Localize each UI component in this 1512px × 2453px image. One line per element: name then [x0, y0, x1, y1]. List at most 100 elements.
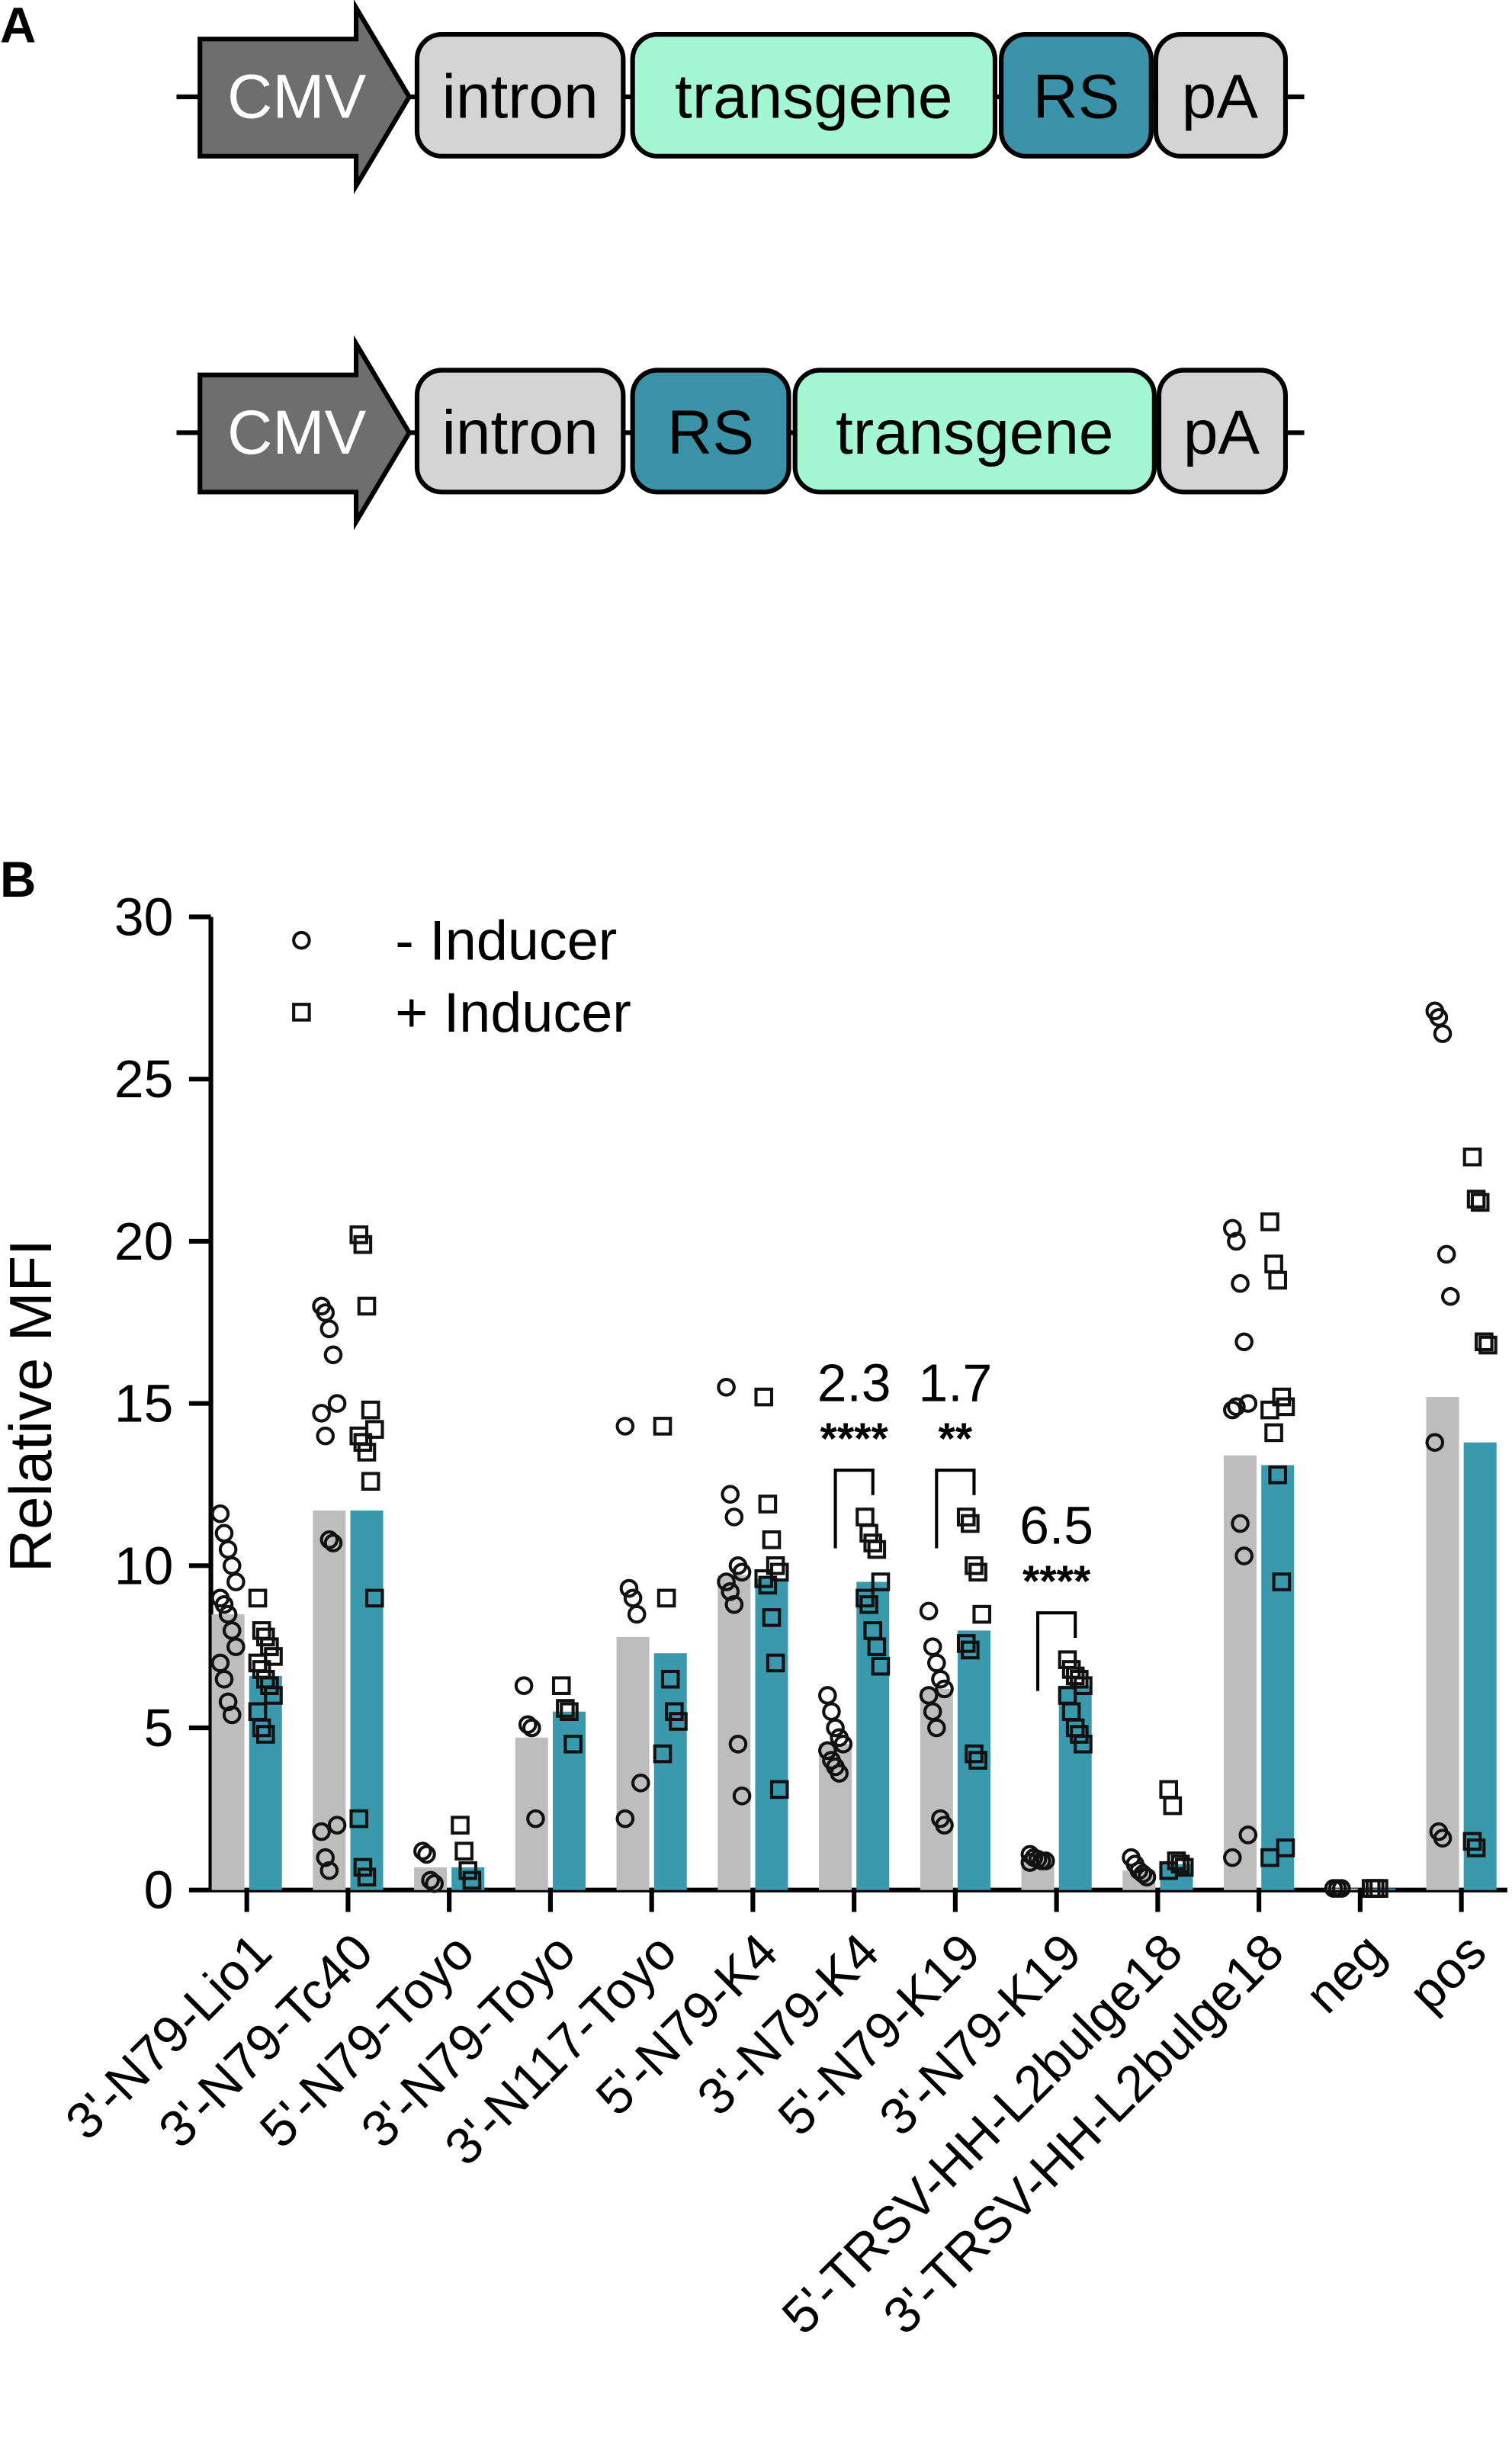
data-point — [451, 1816, 470, 1835]
data-point — [619, 1578, 639, 1598]
bar — [653, 1653, 687, 1890]
data-point — [222, 1556, 242, 1575]
element-label: pA — [1183, 398, 1260, 467]
significance-bracket — [1036, 1611, 1077, 1691]
data-point — [364, 1588, 384, 1608]
element-label: intron — [442, 63, 599, 132]
bar — [350, 1510, 384, 1890]
data-point — [653, 1744, 673, 1764]
data-point — [1475, 1332, 1494, 1352]
significance-bracket — [935, 1468, 976, 1549]
bar — [856, 1581, 890, 1890]
data-point — [319, 1530, 339, 1549]
y-tick-label: 0 — [144, 1861, 174, 1920]
promoter-arrow — [197, 335, 413, 531]
bar — [1426, 1397, 1459, 1890]
y-tick-label: 20 — [114, 1212, 173, 1271]
element-box — [1153, 31, 1289, 159]
data-point — [1433, 1829, 1453, 1848]
data-point — [462, 1870, 482, 1890]
data-point — [867, 1637, 887, 1656]
data-point — [260, 1637, 279, 1656]
data-point — [1466, 1190, 1486, 1209]
data-point — [1234, 1546, 1254, 1565]
data-point — [413, 1841, 432, 1861]
x-tick-label: pos — [1398, 1923, 1498, 2022]
data-point — [425, 1873, 445, 1893]
data-point — [833, 1734, 853, 1754]
data-point — [871, 1572, 891, 1591]
data-point — [1268, 1465, 1287, 1485]
data-point — [226, 1637, 246, 1656]
data-point — [1272, 1387, 1292, 1407]
significance-stars: **** — [1022, 1557, 1091, 1606]
data-point — [1137, 1867, 1157, 1886]
data-point — [1466, 1838, 1486, 1857]
data-point — [754, 1387, 774, 1407]
data-point — [327, 1394, 347, 1413]
data-point — [732, 1787, 752, 1806]
data-point — [732, 1562, 752, 1582]
data-point — [1369, 1879, 1388, 1898]
data-point — [312, 1404, 331, 1423]
data-point — [961, 1514, 980, 1533]
data-point — [214, 1595, 234, 1614]
data-point — [353, 1857, 373, 1877]
fold-change-label: 6.5 — [1019, 1495, 1093, 1555]
data-point — [1163, 1796, 1183, 1816]
y-axis-title: Relative MFI — [0, 1239, 64, 1572]
data-point — [1223, 1848, 1242, 1867]
data-point — [421, 1870, 440, 1890]
data-point — [653, 1417, 673, 1436]
data-point — [1260, 1212, 1279, 1231]
element-box — [792, 368, 1157, 495]
element-box — [414, 368, 626, 495]
data-point — [1425, 1433, 1445, 1452]
data-point — [458, 1861, 478, 1880]
data-point — [923, 1637, 942, 1656]
bar — [920, 1688, 953, 1890]
panel-label: B — [0, 852, 36, 907]
data-point — [631, 1774, 650, 1793]
data-point — [1433, 1024, 1453, 1043]
fold-change-label: 1.7 — [918, 1353, 992, 1412]
data-point — [1227, 1397, 1246, 1417]
significance-bracket — [833, 1468, 875, 1549]
data-point — [551, 1676, 571, 1695]
data-point — [724, 1507, 744, 1527]
data-point — [361, 1472, 380, 1491]
data-point — [758, 1495, 778, 1514]
data-point — [518, 1715, 538, 1735]
data-point — [1478, 1335, 1498, 1355]
y-tick-label: 10 — [114, 1536, 173, 1595]
data-point — [260, 1676, 279, 1695]
data-point — [818, 1741, 837, 1761]
data-point — [1074, 1734, 1093, 1754]
data-point — [417, 1845, 436, 1864]
data-point — [349, 1809, 369, 1829]
data-point — [623, 1588, 643, 1608]
data-point — [927, 1718, 946, 1738]
data-point — [724, 1595, 744, 1614]
bar — [616, 1636, 650, 1890]
bar — [755, 1578, 788, 1890]
data-point — [357, 1296, 377, 1316]
element-label: CMV — [227, 398, 366, 467]
data-point — [830, 1764, 849, 1783]
data-point — [972, 1604, 992, 1624]
data-point — [522, 1718, 541, 1738]
data-point — [349, 1225, 369, 1244]
data-point — [1159, 1780, 1179, 1800]
y-tick-label: 25 — [114, 1049, 173, 1109]
data-point — [867, 1540, 887, 1559]
data-point — [968, 1562, 987, 1582]
data-point — [1159, 1861, 1179, 1880]
data-point — [222, 1705, 242, 1725]
data-point — [927, 1653, 946, 1673]
element-label: CMV — [227, 63, 366, 132]
data-point — [766, 1653, 785, 1673]
data-point — [1440, 1286, 1460, 1306]
data-point — [361, 1400, 380, 1420]
data-point — [818, 1686, 837, 1705]
bar — [1261, 1465, 1295, 1890]
